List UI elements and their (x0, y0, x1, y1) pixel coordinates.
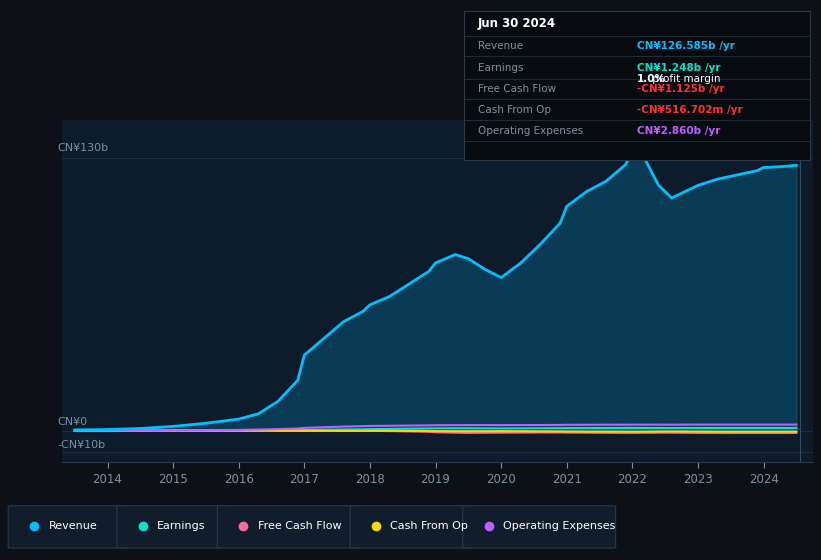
Text: CN¥1.248b /yr: CN¥1.248b /yr (637, 63, 721, 73)
FancyBboxPatch shape (117, 506, 226, 548)
Text: CN¥0: CN¥0 (57, 417, 88, 427)
Text: CN¥2.860b /yr: CN¥2.860b /yr (637, 125, 721, 136)
Text: -CN¥516.702m /yr: -CN¥516.702m /yr (637, 105, 743, 115)
FancyBboxPatch shape (218, 506, 358, 548)
Text: Free Cash Flow: Free Cash Flow (478, 84, 556, 94)
Text: Cash From Op: Cash From Op (390, 521, 468, 531)
Text: Revenue: Revenue (478, 41, 523, 51)
Text: CN¥130b: CN¥130b (57, 143, 109, 153)
FancyBboxPatch shape (8, 506, 125, 548)
Text: -CN¥10b: -CN¥10b (57, 440, 106, 450)
Text: Earnings: Earnings (478, 63, 523, 73)
Text: Operating Expenses: Operating Expenses (478, 125, 583, 136)
Text: Jun 30 2024: Jun 30 2024 (478, 17, 556, 30)
FancyBboxPatch shape (350, 506, 470, 548)
Text: CN¥126.585b /yr: CN¥126.585b /yr (637, 41, 735, 51)
Text: Free Cash Flow: Free Cash Flow (258, 521, 342, 531)
Text: -CN¥1.125b /yr: -CN¥1.125b /yr (637, 84, 725, 94)
Text: profit margin: profit margin (649, 74, 721, 84)
FancyBboxPatch shape (463, 506, 616, 548)
Text: Cash From Op: Cash From Op (478, 105, 551, 115)
Text: Earnings: Earnings (157, 521, 205, 531)
Text: 1.0%: 1.0% (637, 74, 666, 84)
Text: Operating Expenses: Operating Expenses (503, 521, 616, 531)
Text: Revenue: Revenue (48, 521, 97, 531)
